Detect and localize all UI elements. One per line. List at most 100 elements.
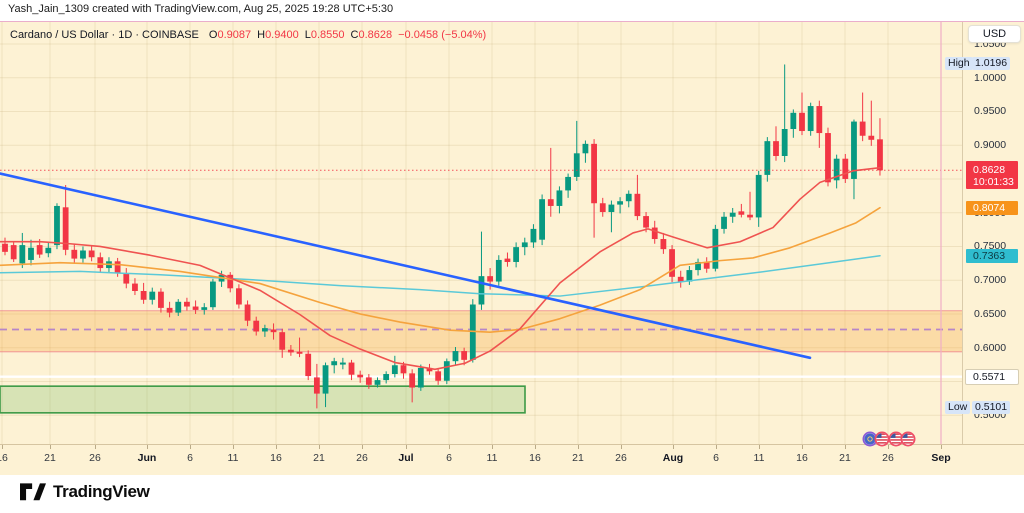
candle-body (192, 306, 199, 310)
time-tick-label: 21 (839, 452, 851, 464)
time-tick-mark (673, 445, 674, 449)
candle-body (10, 245, 17, 260)
tradingview-logo-icon (20, 483, 46, 501)
candle-body (132, 283, 138, 291)
time-tick-label: 26 (882, 452, 894, 464)
price-badge: 0.7363 (966, 248, 1018, 263)
time-tick-label: 6 (713, 452, 719, 464)
price-axis[interactable]: 0.50000.55000.60000.65000.70000.75000.80… (945, 22, 1024, 444)
candle-body (556, 190, 563, 206)
price-badge: 0.8074 (966, 200, 1018, 215)
candle-body (521, 242, 528, 248)
footer-bar: TradingView (0, 475, 1024, 513)
candle-body (296, 351, 303, 354)
candle-body (305, 353, 312, 377)
time-tick-label: Jun (137, 452, 157, 464)
time-axis[interactable]: 16 21 26 Jun 6 11 16 21 26 Jul 6 11 16 21 26 Aug 6 11 16 21… (0, 444, 1024, 476)
tradingview-logo[interactable]: TradingView (20, 482, 150, 502)
candle-body (210, 281, 216, 308)
candlesticks (2, 64, 883, 409)
time-tick-mark (276, 445, 277, 449)
candle-body (565, 176, 571, 191)
demand-box-rect[interactable] (0, 385, 526, 414)
chart-widget: Cardano / US Dollar · 1D · COINBASE O0.90… (0, 21, 1024, 475)
candle-body (721, 216, 727, 229)
candle-body (88, 250, 95, 258)
price-gridline-label: 0.6000 (974, 341, 1007, 354)
time-tick-label: 26 (615, 452, 627, 464)
candle-body (253, 320, 260, 332)
candle-body (617, 201, 623, 205)
time-tick-mark (95, 445, 96, 449)
time-tick-label: 16 (796, 452, 808, 464)
high-chip-value: 1.0196 (972, 57, 1011, 71)
candle-body (738, 211, 745, 215)
time-tick-mark (941, 445, 942, 449)
currency-toggle-button[interactable]: USD (968, 25, 1021, 43)
ma-fast-red-line[interactable] (0, 166, 881, 371)
time-tick-mark (888, 445, 889, 449)
low-chip-label: Low (945, 401, 971, 415)
ohlc-key: H (257, 29, 266, 41)
time-tick-mark (845, 445, 846, 449)
price-gridline-label: 0.9500 (974, 105, 1007, 118)
price-chart-canvas[interactable] (0, 22, 1024, 476)
candle-body (677, 276, 684, 282)
candle-body (443, 361, 450, 381)
price-badge: 0.8628 10:01:33 (966, 163, 1018, 190)
candle-body (747, 214, 753, 218)
time-tick-label: 6 (187, 452, 193, 464)
candle-body (383, 374, 390, 381)
price-change: −0.0458 (−5.04%) (398, 29, 487, 41)
candle-body (313, 377, 320, 394)
ohlc-key: C (350, 29, 359, 41)
candle-body (261, 328, 268, 332)
time-tick-mark (621, 445, 622, 449)
time-tick-label: 11 (227, 452, 239, 464)
time-tick-label: 26 (356, 452, 368, 464)
time-tick-label: 16 (529, 452, 541, 464)
time-tick-label: 16 (0, 452, 8, 464)
candle-body (426, 367, 433, 372)
time-tick-mark (716, 445, 717, 449)
time-tick-label: Jul (398, 452, 414, 464)
candle-body (149, 291, 156, 300)
candle-body (391, 365, 398, 375)
high-chip-label: High (945, 57, 973, 71)
time-tick-mark (406, 445, 407, 449)
candle-body (287, 349, 294, 353)
candle-body (244, 304, 251, 321)
candle-body (28, 247, 34, 260)
candle-body (729, 212, 736, 217)
candle-body (790, 112, 797, 129)
time-tick-mark (578, 445, 579, 449)
candle-body (877, 139, 883, 171)
candle-body (175, 301, 182, 313)
time-tick-mark (50, 445, 51, 449)
time-tick-label: 21 (44, 452, 56, 464)
candle-body (71, 249, 78, 259)
ma-long-cyan-line[interactable] (0, 254, 881, 297)
candle-body (504, 258, 511, 262)
candle-body (573, 153, 580, 177)
candle-body (322, 365, 329, 394)
candle-body (495, 259, 502, 282)
countdown-timer: 10:01:33 (973, 176, 1014, 189)
price-gridline-label: 0.6500 (974, 307, 1007, 320)
low-chip-value: 0.5101 (972, 401, 1011, 415)
candle-body (764, 141, 771, 175)
price-badge: 0.5571 (966, 369, 1018, 384)
time-tick-label: 21 (572, 452, 584, 464)
ohlc-value: 0.8550 (310, 29, 345, 41)
time-tick-label: 26 (89, 452, 101, 464)
attribution-text: Yash_Jain_1309 created with TradingView.… (8, 3, 394, 15)
candle-body (547, 199, 554, 206)
candle-body (643, 216, 649, 228)
ohlc-value: 0.9400 (265, 29, 299, 41)
candle-body (469, 304, 476, 360)
ohlc-values: O0.9087 H0.9400 L0.8550 C0.8628 (203, 29, 392, 41)
candle-body (97, 257, 104, 269)
time-tick-label: 6 (446, 452, 452, 464)
candle-body (279, 332, 286, 350)
descending-trendline[interactable] (0, 172, 812, 360)
